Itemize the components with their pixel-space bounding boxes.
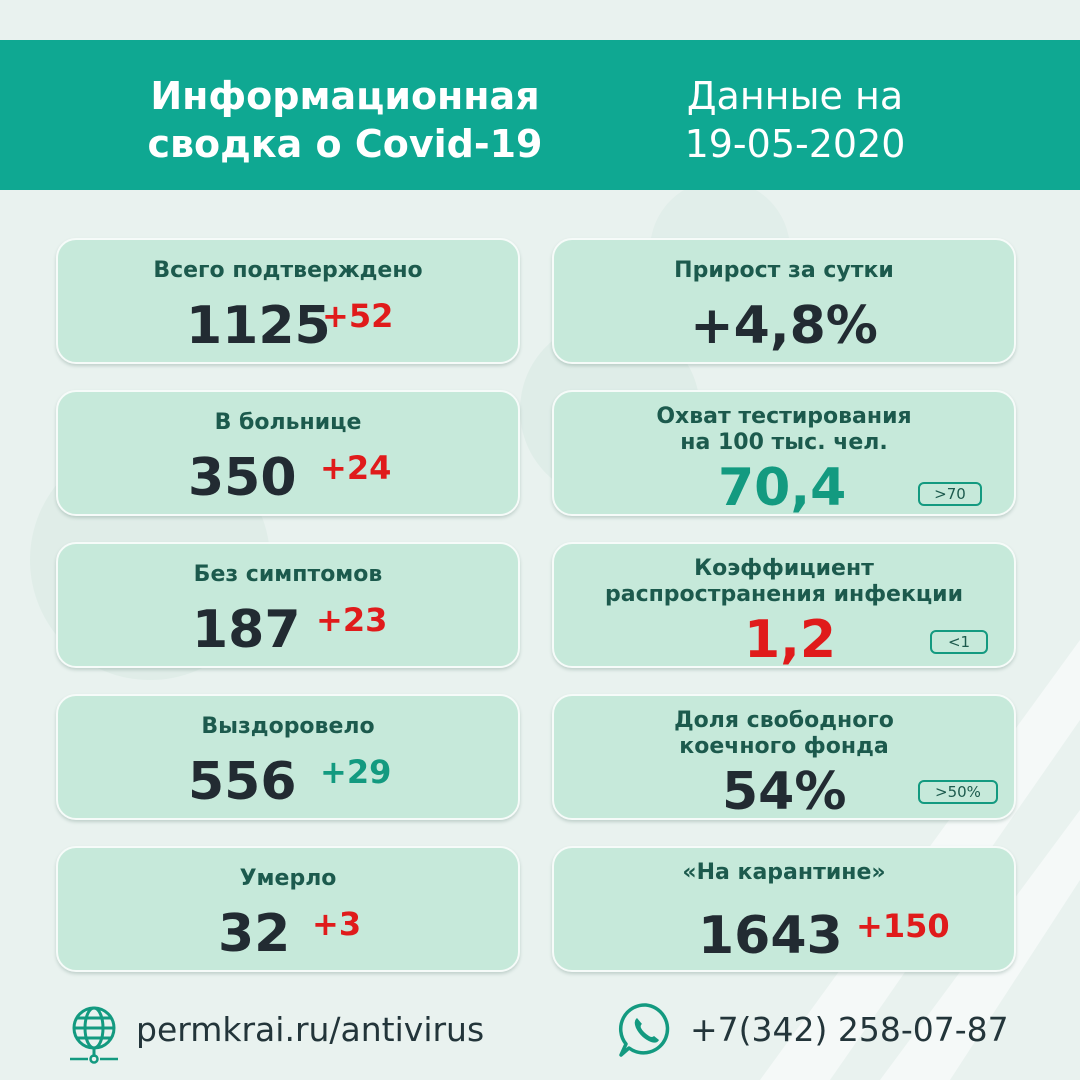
card-recovered: Выздоровело 556 +29	[56, 694, 520, 820]
card-title: Без симптомов	[193, 562, 383, 587]
stat-value: 54%	[722, 762, 847, 822]
card-title: «На карантине»	[682, 860, 886, 885]
target-badge: <1	[930, 630, 988, 654]
card-title: В больнице	[214, 410, 362, 435]
phone-number[interactable]: +7(342) 258-07-87	[690, 1010, 1009, 1049]
stat-value: 187	[192, 600, 301, 660]
card-total-confirmed: Всего подтверждено 1125 +52	[56, 238, 520, 364]
stat-value: 556	[188, 752, 297, 812]
card-in-hospital: В больнице 350 +24	[56, 390, 520, 516]
card-title-line-1: Коэффициент	[694, 556, 874, 581]
date-value: 19-05-2020	[684, 122, 906, 166]
card-free-beds: Доля свободного коечного фонда 54% >50%	[552, 694, 1016, 822]
date-label: Данные на	[686, 74, 904, 118]
card-title-line-2: коечного фонда	[679, 734, 889, 759]
stat-delta: +24	[320, 449, 392, 487]
card-title-line-2: на 100 тыс. чел.	[680, 430, 888, 455]
title-line-1: Информационная	[150, 74, 540, 118]
card-title: Всего подтверждено	[153, 258, 423, 283]
card-deaths: Умерло 32 +3	[56, 846, 520, 972]
header-banner	[0, 40, 1080, 190]
whatsapp-icon	[618, 1003, 670, 1057]
card-title: Прирост за сутки	[674, 258, 894, 283]
website-link[interactable]: permkrai.ru/antivirus	[136, 1010, 485, 1049]
stat-delta: +29	[320, 753, 392, 791]
card-no-symptoms: Без симптомов 187 +23	[56, 542, 520, 668]
stat-delta: +23	[316, 601, 388, 639]
stat-delta: +52	[322, 297, 394, 335]
target-badge: >50%	[918, 780, 998, 804]
stat-value: 32	[218, 904, 291, 964]
globe-icon	[70, 1006, 118, 1064]
card-title-line-2: распространения инфекции	[604, 582, 964, 607]
card-title-line-1: Охват тестирования	[656, 404, 912, 429]
stat-value: 350	[188, 448, 297, 508]
card-title: Умерло	[239, 866, 337, 891]
stat-value: +4,8%	[690, 296, 878, 356]
report-date: Данные на 19-05-2020	[650, 72, 940, 168]
stat-value: 1,2	[744, 610, 837, 670]
card-daily-growth: Прирост за сутки +4,8%	[552, 238, 1016, 364]
card-quarantine: «На карантине» 1643 +150	[552, 846, 1016, 972]
card-title: Выздоровело	[201, 714, 375, 739]
stat-delta: +3	[312, 905, 362, 943]
stat-value: 1643	[698, 906, 843, 966]
stat-value: 1125	[186, 296, 331, 356]
stat-value: 70,4	[718, 458, 847, 518]
stat-delta: +150	[856, 907, 950, 945]
card-title-line-1: Доля свободного	[674, 708, 894, 733]
card-testing-coverage: Охват тестирования на 100 тыс. чел. 70,4…	[552, 390, 1016, 518]
page-title: Информационная сводка о Covid-19	[100, 72, 590, 168]
target-badge: >70	[918, 482, 982, 506]
card-infection-rate: Коэффициент распространения инфекции 1,2…	[552, 542, 1016, 670]
title-line-2: сводка о Covid-19	[147, 122, 543, 166]
